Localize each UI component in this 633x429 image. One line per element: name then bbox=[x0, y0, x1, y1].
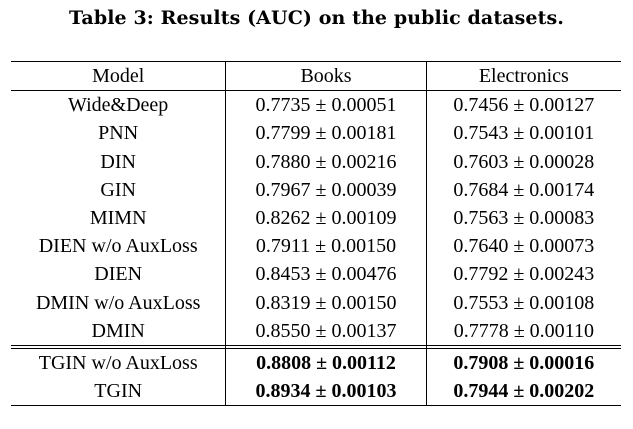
model-cell: DMIN bbox=[11, 316, 227, 346]
electronics-auc-cell: 0.7640 ± 0.00073 bbox=[453, 235, 595, 258]
gap-cell bbox=[225, 345, 427, 349]
table-row: DIEN w/o AuxLoss 0.7911 ± 0.00150 0.7640… bbox=[11, 232, 621, 261]
books-auc-cell: 0.8453 ± 0.00476 bbox=[225, 260, 427, 289]
electronics-auc-cell: 0.7792 ± 0.00243 bbox=[453, 263, 595, 286]
books-auc-cell: 0.8319 ± 0.00150 bbox=[225, 288, 427, 317]
books-auc-cell: 0.7735 ± 0.00051 bbox=[225, 90, 427, 120]
books-auc-cell: 0.8550 ± 0.00137 bbox=[225, 316, 427, 346]
electronics-auc-cell: 0.7543 ± 0.00101 bbox=[453, 122, 595, 145]
books-auc-cell: 0.7880 ± 0.00216 bbox=[225, 147, 427, 176]
table-row: MIMN 0.8262 ± 0.00109 0.7563 ± 0.00083 bbox=[11, 203, 621, 233]
table-header: Model Books Electronics bbox=[11, 61, 621, 91]
column-header-electronics: Electronics bbox=[478, 65, 569, 88]
books-auc-cell: 0.7911 ± 0.00150 bbox=[225, 232, 427, 261]
table-caption: Table 3: Results (AUC) on the public dat… bbox=[69, 7, 564, 29]
baseline-rows: Wide&Deep 0.7735 ± 0.00051 0.7456 ± 0.00… bbox=[11, 90, 621, 346]
model-cell: PNN bbox=[11, 119, 227, 148]
table-row: TGIN 0.8934 ± 0.00103 0.7944 ± 0.00202 bbox=[11, 377, 621, 406]
books-auc-cell: 0.8262 ± 0.00109 bbox=[225, 203, 427, 233]
model-cell: DIEN w/o AuxLoss bbox=[11, 232, 227, 261]
books-auc-cell: 0.8808 ± 0.00112 bbox=[225, 348, 427, 378]
table-row: TGIN w/o AuxLoss 0.8808 ± 0.00112 0.7908… bbox=[11, 348, 621, 378]
books-auc-cell: 0.8934 ± 0.00103 bbox=[225, 377, 427, 406]
model-cell: MIMN bbox=[11, 203, 227, 233]
column-header-model: Model bbox=[11, 61, 227, 91]
electronics-auc-cell: 0.7908 ± 0.00016 bbox=[453, 351, 595, 374]
electronics-auc-cell: 0.7603 ± 0.00028 bbox=[453, 150, 595, 173]
table-row: DMIN w/o AuxLoss 0.8319 ± 0.00150 0.7553… bbox=[11, 288, 621, 317]
table-row: DMIN 0.8550 ± 0.00137 0.7778 ± 0.00110 bbox=[11, 316, 621, 346]
column-header-books: Books bbox=[225, 61, 427, 91]
books-auc-cell: 0.7799 ± 0.00181 bbox=[225, 119, 427, 148]
electronics-auc-cell: 0.7944 ± 0.00202 bbox=[453, 380, 595, 403]
section-gap bbox=[11, 345, 621, 349]
table-row: GIN 0.7967 ± 0.00039 0.7684 ± 0.00174 bbox=[11, 175, 621, 204]
electronics-auc-cell: 0.7778 ± 0.00110 bbox=[453, 319, 594, 342]
electronics-auc-cell: 0.7684 ± 0.00174 bbox=[453, 178, 595, 201]
results-table: Model Books Electronics Wide&Deep 0.7735… bbox=[11, 61, 621, 406]
proposed-rows: TGIN w/o AuxLoss 0.8808 ± 0.00112 0.7908… bbox=[11, 348, 621, 406]
table-row: Wide&Deep 0.7735 ± 0.00051 0.7456 ± 0.00… bbox=[11, 90, 621, 120]
model-cell: DIEN bbox=[11, 260, 227, 289]
gap-cell bbox=[11, 345, 227, 349]
model-cell: DMIN w/o AuxLoss bbox=[11, 288, 227, 317]
model-cell: TGIN w/o AuxLoss bbox=[11, 348, 227, 378]
model-cell: GIN bbox=[11, 175, 227, 204]
books-auc-cell: 0.7967 ± 0.00039 bbox=[225, 175, 427, 204]
electronics-auc-cell: 0.7456 ± 0.00127 bbox=[453, 94, 595, 117]
electronics-auc-cell: 0.7563 ± 0.00083 bbox=[453, 207, 595, 230]
header-row: Model Books Electronics bbox=[11, 61, 621, 91]
model-cell: DIN bbox=[11, 147, 227, 176]
table-row: DIEN 0.8453 ± 0.00476 0.7792 ± 0.00243 bbox=[11, 260, 621, 289]
electronics-auc-cell: 0.7553 ± 0.00108 bbox=[453, 291, 595, 314]
model-cell: Wide&Deep bbox=[11, 90, 227, 120]
model-cell: TGIN bbox=[11, 377, 227, 406]
table-row: PNN 0.7799 ± 0.00181 0.7543 ± 0.00101 bbox=[11, 119, 621, 148]
gap-row bbox=[11, 345, 621, 349]
table-row: DIN 0.7880 ± 0.00216 0.7603 ± 0.00028 bbox=[11, 147, 621, 176]
